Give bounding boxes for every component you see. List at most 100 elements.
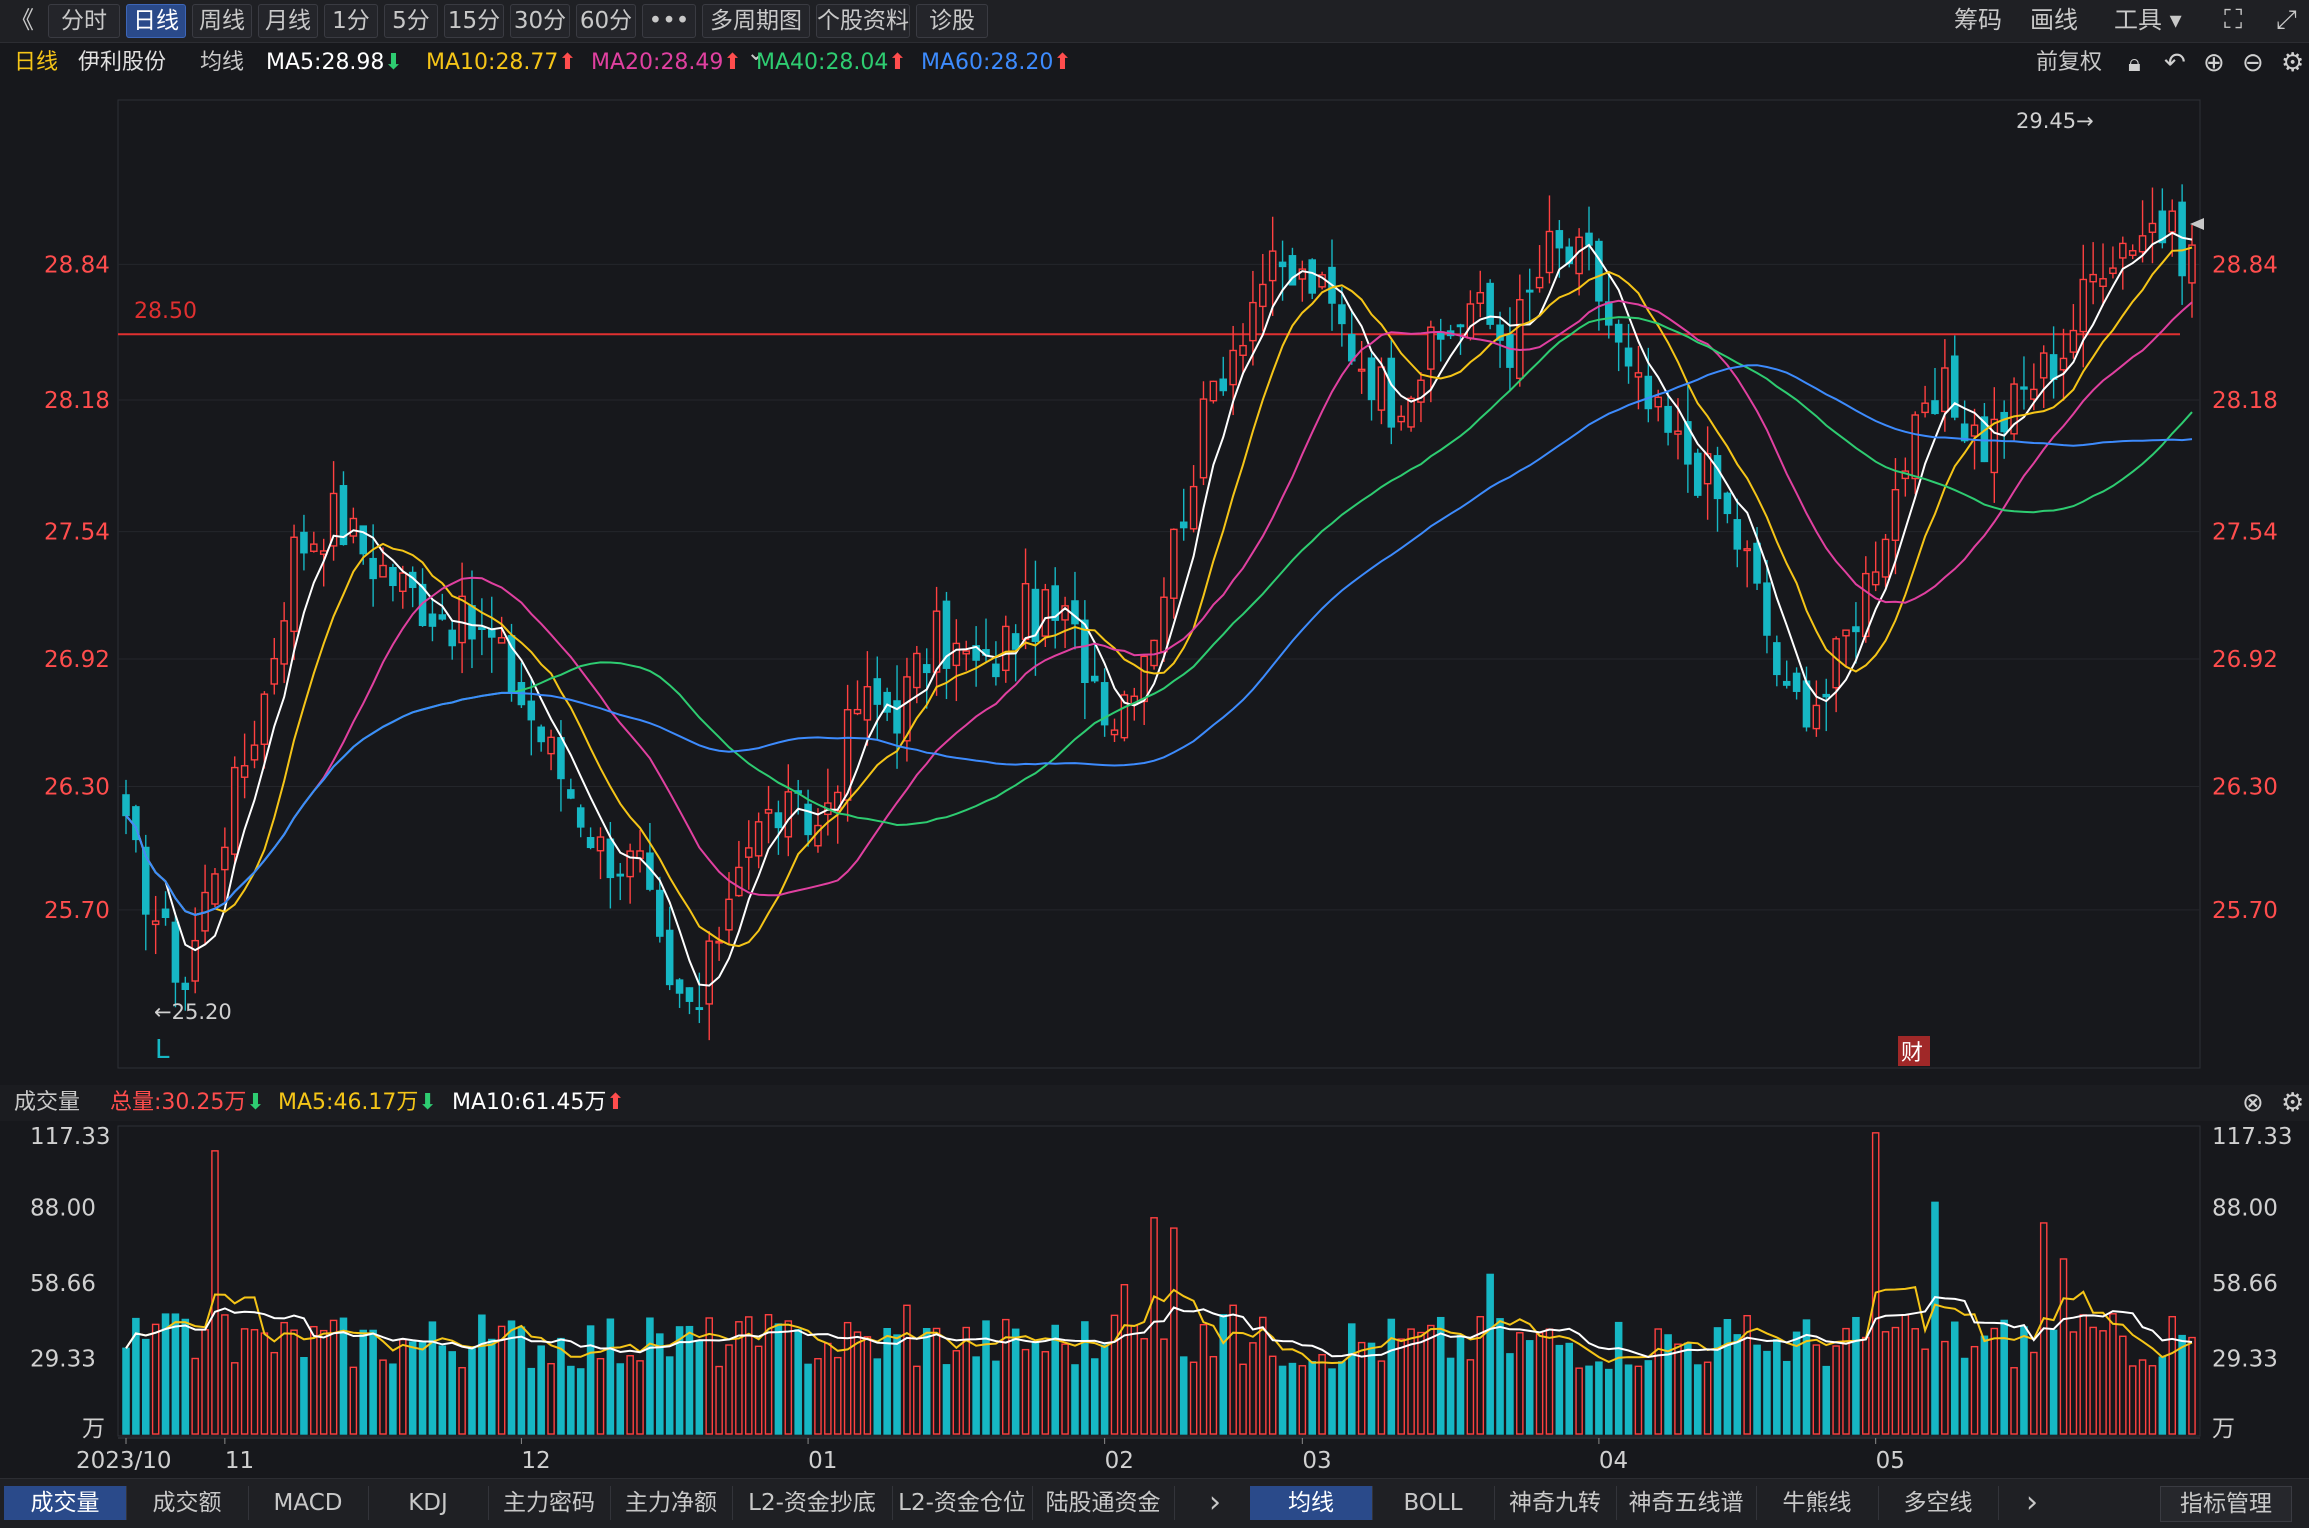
tab-4[interactable]: 1分 — [324, 4, 378, 38]
adjust-mode[interactable]: 前复权 — [2036, 50, 2103, 75]
volume-bar — [893, 1334, 901, 1435]
tab-10[interactable]: 多周期图 ⌄ — [702, 4, 810, 66]
indicator-tab-8[interactable]: 陆股通资金 — [1032, 1486, 1175, 1520]
tab-1[interactable]: 日线 — [126, 4, 186, 38]
candle — [853, 708, 862, 715]
candle — [1496, 324, 1504, 341]
tool-1[interactable]: 画线 — [2030, 6, 2078, 34]
volume-bar — [290, 1329, 298, 1435]
x-tick-label: 02 — [1105, 1448, 1134, 1474]
chevron-right-icon[interactable]: › — [1209, 1485, 1221, 1520]
candle — [1179, 521, 1188, 529]
volume-bar — [1288, 1362, 1297, 1435]
indicator-tab-6[interactable]: L2-资金抄底 — [732, 1486, 893, 1520]
settings-icon[interactable]: ⚙ — [2281, 48, 2305, 78]
volume-bar — [448, 1351, 456, 1435]
volume-bar — [1950, 1321, 1959, 1435]
candle — [1081, 619, 1089, 684]
indicator-tab-3[interactable]: KDJ — [368, 1486, 489, 1520]
indicator-tab-7[interactable]: L2-资金仓位 — [892, 1486, 1033, 1520]
indicator-tab-0[interactable]: 成交量 — [4, 1486, 127, 1520]
candle — [1605, 301, 1613, 326]
overlay-tab-5[interactable]: 多空线 — [1878, 1486, 1999, 1520]
x-tick-label: 04 — [1599, 1448, 1628, 1474]
volume-bar — [1545, 1328, 1554, 1435]
tab-9[interactable]: ••• — [642, 4, 696, 38]
candle — [537, 726, 545, 743]
settings-icon[interactable]: ⚙ — [2281, 1088, 2305, 1118]
volume-bar — [2148, 1365, 2157, 1435]
volume-bar — [547, 1362, 555, 1435]
tab-8[interactable]: 60分 — [576, 4, 636, 38]
period-label: 日线 — [14, 50, 59, 75]
overlay-tab-1[interactable]: BOLL — [1372, 1486, 1495, 1520]
volume-bar — [833, 1356, 842, 1435]
indicator-tabs: 成交量 成交额 MACD KDJ 主力密码 主力净额 L2-资金抄底 L2-资金仓位 陆股通资金… — [0, 1478, 2309, 1528]
fullscreen-icon[interactable]: ⛶ — [2224, 5, 2243, 35]
volume-bar — [1812, 1344, 1821, 1435]
zoom-out-icon[interactable]: ⊖ — [2242, 48, 2264, 78]
candle — [1100, 682, 1109, 726]
volume-bar — [1347, 1323, 1356, 1435]
volume-bar — [1209, 1355, 1218, 1435]
candle — [1199, 398, 1208, 479]
tab-11[interactable]: 个股资料 — [816, 4, 910, 38]
ma-legend-arrow-1: ⬆ — [558, 50, 577, 75]
volume-bar — [230, 1362, 239, 1435]
volume-bar — [656, 1333, 664, 1435]
event-badge[interactable] — [1898, 1036, 1930, 1066]
tab-5[interactable]: 5分 — [384, 4, 438, 38]
high-price-annotation: 29.45→ — [2016, 109, 2094, 133]
chevron-right-icon[interactable]: › — [2026, 1485, 2038, 1520]
candle — [903, 676, 911, 742]
volume-bar — [665, 1356, 674, 1435]
overlay-tab-0[interactable]: 均线 — [1250, 1486, 1373, 1520]
zoom-in-icon[interactable]: ⊕ — [2203, 48, 2225, 78]
tab-0[interactable]: 分时 — [48, 4, 120, 38]
volume-bar — [636, 1360, 644, 1435]
volume-bar — [1219, 1314, 1228, 1435]
candle — [1753, 542, 1761, 584]
indicator-manage-button[interactable]: 指标管理 — [2160, 1486, 2292, 1522]
expand-icon[interactable]: ⤢ — [2276, 5, 2297, 35]
volume-bar — [1842, 1327, 1850, 1435]
volume-bar — [181, 1318, 190, 1435]
volume-bar — [1328, 1368, 1336, 1435]
overlay-tab-2[interactable]: 神奇九转 — [1494, 1486, 1617, 1520]
candle — [586, 837, 595, 849]
lock-icon[interactable]: 🔒︎ — [2128, 49, 2141, 77]
volume-y-tick-right: 88.00 — [2212, 1195, 2278, 1221]
close-icon[interactable]: ⊗ — [2242, 1088, 2264, 1118]
volume-bar — [824, 1342, 832, 1435]
volume-bar — [418, 1340, 427, 1435]
tab-7[interactable]: 30分 — [510, 4, 570, 38]
volume-bar — [883, 1327, 891, 1435]
tab-6[interactable]: 15分 — [444, 4, 504, 38]
indicator-tab-4[interactable]: 主力密码 — [488, 1486, 611, 1520]
tab-3[interactable]: 月线 — [258, 4, 318, 38]
y-tick-left: 25.70 — [44, 898, 110, 924]
candle — [774, 812, 783, 829]
volume-bar — [1654, 1328, 1662, 1435]
volume-bar — [992, 1360, 1000, 1435]
tab-12[interactable]: 诊股 — [916, 4, 988, 38]
candle — [616, 873, 625, 877]
undo-icon[interactable]: ↶ — [2164, 48, 2186, 78]
candle — [389, 566, 397, 587]
tool-0[interactable]: 筹码 — [1954, 6, 2002, 34]
volume-bar — [557, 1337, 565, 1435]
indicator-tab-1[interactable]: 成交额 — [126, 1486, 249, 1520]
candle — [171, 921, 180, 983]
indicator-tab-2[interactable]: MACD — [248, 1486, 369, 1520]
overlay-tab-3[interactable]: 神奇五线谱 — [1616, 1486, 1757, 1520]
overlay-tab-4[interactable]: 牛熊线 — [1756, 1486, 1879, 1520]
indicator-tab-5[interactable]: 主力净额 — [610, 1486, 733, 1520]
candle — [1407, 397, 1415, 428]
ma-line-MA10 — [125, 246, 2193, 948]
volume-bar — [428, 1321, 437, 1435]
candle — [478, 627, 486, 630]
tab-2[interactable]: 周线 — [192, 4, 252, 38]
chevron-double-left-icon[interactable]: 《 — [10, 6, 34, 34]
tool-2[interactable]: 工具 ▾ — [2114, 6, 2182, 34]
ma-legend-arrow-3: ⬆ — [888, 50, 907, 75]
